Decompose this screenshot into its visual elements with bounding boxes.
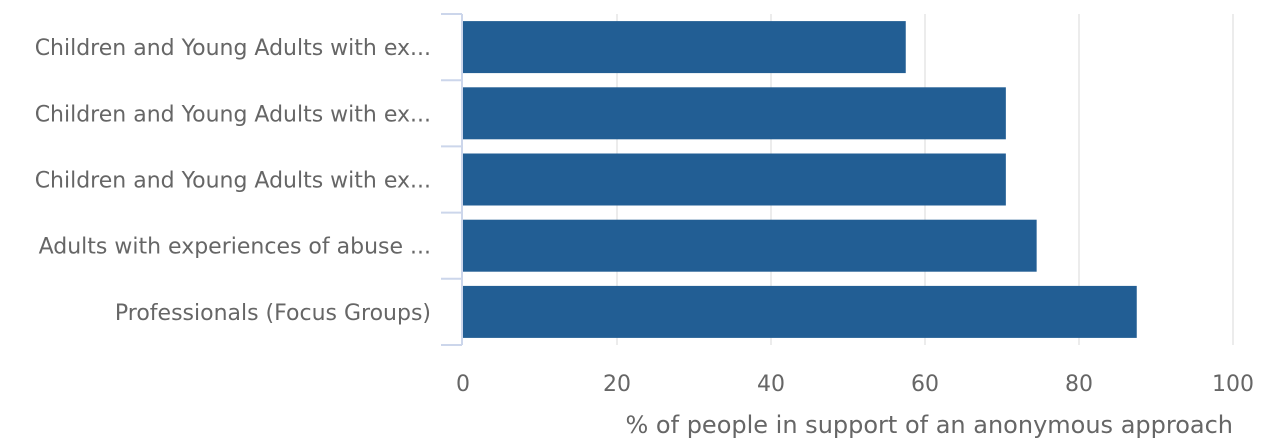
bar-0[interactable] xyxy=(463,21,906,74)
bars xyxy=(463,21,1137,338)
bar-4[interactable] xyxy=(463,285,1137,338)
category-label: Children and Young Adults with ex... xyxy=(35,102,431,127)
category-label: Children and Young Adults with ex... xyxy=(35,36,431,61)
category-label: Professionals (Focus Groups) xyxy=(115,301,431,326)
category-axis xyxy=(441,13,463,346)
x-tick-label: 40 xyxy=(757,372,785,397)
x-tick-label: 20 xyxy=(603,372,631,397)
x-tick-label: 100 xyxy=(1212,372,1254,397)
category-label: Adults with experiences of abuse ... xyxy=(39,235,431,260)
x-tick-label: 0 xyxy=(456,372,470,397)
x-tick-label: 60 xyxy=(911,372,939,397)
bar-3[interactable] xyxy=(463,219,1037,272)
x-tick-label: 80 xyxy=(1065,372,1093,397)
x-axis-title: % of people in support of an anonymous a… xyxy=(626,411,1234,439)
category-label: Children and Young Adults with ex... xyxy=(35,169,431,194)
bar-1[interactable] xyxy=(463,87,1006,140)
x-tick-labels: 0 20 40 60 80 100 xyxy=(456,372,1254,397)
bar-2[interactable] xyxy=(463,153,1006,206)
category-labels: Children and Young Adults with ex... Chil… xyxy=(35,36,431,326)
